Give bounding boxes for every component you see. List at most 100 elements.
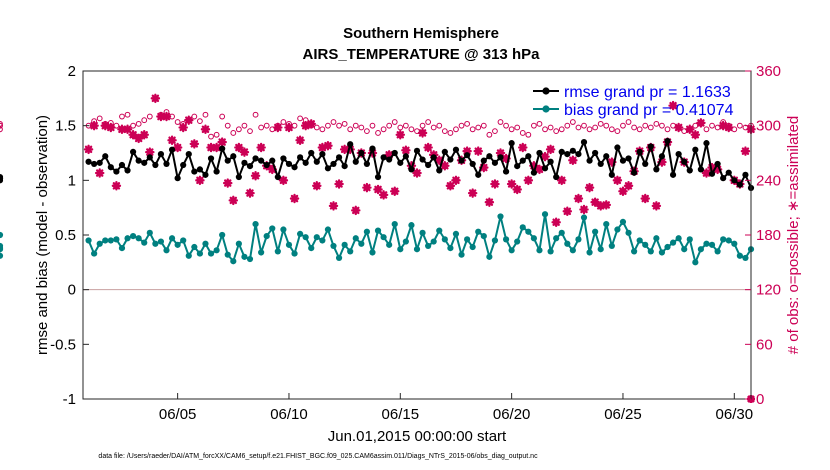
obs-possible-marker <box>402 122 409 129</box>
bias-point <box>686 236 693 243</box>
rmse-point <box>335 154 343 161</box>
bias-point <box>324 226 332 233</box>
obs-possible-marker <box>636 126 643 133</box>
obs-assimilated-marker <box>707 162 717 173</box>
bias-point <box>280 226 287 233</box>
obs-assimilated-marker <box>306 119 316 129</box>
rmse-point <box>491 159 499 166</box>
obs-possible-marker <box>542 126 548 133</box>
rmse-point <box>425 161 432 169</box>
rmse-point <box>508 140 515 147</box>
bias-point <box>185 252 192 259</box>
obs-assimilated-marker <box>479 162 489 173</box>
rmse-point <box>224 157 231 164</box>
bias-point <box>230 258 237 265</box>
obs-possible-marker <box>358 124 365 131</box>
obs-assimilated-marker <box>595 201 606 211</box>
bias-point <box>285 241 293 248</box>
bias-point <box>475 228 482 235</box>
bias-point <box>258 249 265 256</box>
y-tick-label: 2 <box>68 63 76 80</box>
obs-assimilated-marker <box>217 137 227 147</box>
obs-assimilated-marker <box>490 179 500 189</box>
obs-possible-marker <box>397 124 404 131</box>
obs-possible-marker <box>709 122 715 129</box>
rmse-point <box>436 167 443 174</box>
y2-tick-label: 240 <box>756 172 781 189</box>
obs-assimilated-marker <box>172 142 183 153</box>
rmse-point <box>280 155 287 162</box>
bias-point <box>697 246 705 253</box>
bias-point <box>191 243 198 251</box>
obs-possible-marker <box>642 122 649 129</box>
obs-assimilated-marker <box>334 179 344 189</box>
bias-point <box>619 218 627 225</box>
y-tick-label: 0 <box>68 282 76 299</box>
bias-point <box>725 237 732 244</box>
bias-point <box>313 234 320 241</box>
obs-assimilated-marker <box>312 181 322 191</box>
bias-point <box>586 249 593 256</box>
rmse-point <box>386 156 393 163</box>
rmse-point <box>675 150 682 158</box>
obs-possible-marker <box>519 130 526 136</box>
bias-point <box>386 241 393 248</box>
bias-point <box>636 237 643 244</box>
bias-point <box>130 232 137 240</box>
obs-possible-marker <box>219 113 226 120</box>
obs-possible-marker <box>497 119 504 125</box>
y-axis-label: rmse and bias (model - observation) <box>34 115 51 355</box>
y2-tick-label: 360 <box>756 63 781 80</box>
chart-title-line-2: AIRS_TEMPERATURE @ 313 hPa <box>303 46 541 63</box>
y2-tick-label: 120 <box>756 282 781 299</box>
obs-possible-marker <box>213 131 220 138</box>
rmse-point <box>118 161 126 169</box>
obs-assimilated-marker <box>445 181 456 191</box>
bias-point <box>447 245 454 252</box>
y2-tick-label: 60 <box>756 336 773 353</box>
rmse-point <box>708 170 716 177</box>
obs-possible-marker <box>230 130 237 136</box>
rmse-point <box>202 171 209 178</box>
obs-assimilated-marker <box>568 155 578 166</box>
bias-point <box>419 229 426 236</box>
rmse-point <box>207 155 215 162</box>
obs-assimilated-marker <box>523 175 534 186</box>
rmse-point <box>219 145 226 152</box>
bias-point <box>647 248 654 255</box>
bias-point <box>608 242 615 250</box>
bias-point <box>525 228 532 235</box>
obs-assimilated-marker <box>395 130 406 140</box>
rmse-point <box>146 154 153 161</box>
obs-assimilated-marker <box>323 140 333 151</box>
legend: rmse grand pr = 1.1633 bias grand pr = 0… <box>533 84 734 119</box>
bias-point <box>0 231 4 239</box>
obs-assimilated-marker <box>529 161 539 171</box>
bias-point <box>558 229 565 236</box>
rmse-point <box>230 153 237 160</box>
obs-assimilated-marker <box>579 204 589 215</box>
obs-assimilated-marker <box>150 93 161 104</box>
obs-possible-marker <box>224 122 231 129</box>
obs-assimilated-marker <box>300 120 311 131</box>
y-tick-label: -1 <box>63 391 76 408</box>
rmse-point <box>369 145 376 152</box>
obs-assimilated-marker <box>111 181 122 191</box>
obs-assimilated-marker <box>161 111 172 122</box>
obs-possible-marker <box>597 120 604 127</box>
bias-point <box>363 228 370 235</box>
rmse-point <box>358 149 365 157</box>
obs-assimilated-marker <box>83 144 94 155</box>
obs-assimilated-marker <box>668 100 678 111</box>
obs-possible-marker <box>631 124 637 131</box>
bias-point <box>519 224 526 231</box>
obs-assimilated-marker <box>139 130 149 140</box>
bias-point <box>653 235 660 242</box>
rmse-point <box>736 181 743 188</box>
obs-possible-marker <box>419 122 426 129</box>
obs-possible-marker <box>525 131 532 138</box>
rmse-point <box>525 153 532 160</box>
bias-point <box>681 246 688 253</box>
bias-point <box>96 240 103 247</box>
